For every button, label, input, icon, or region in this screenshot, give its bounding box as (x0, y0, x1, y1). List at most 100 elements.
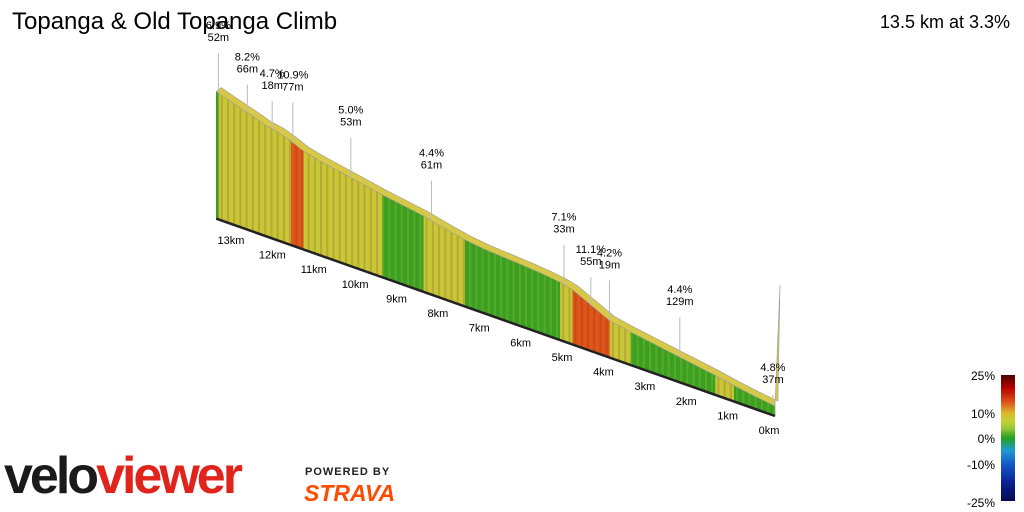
profile-strip (625, 328, 629, 365)
profile-strip (234, 103, 238, 227)
profile-strip (501, 256, 505, 321)
profile-strip (640, 336, 643, 370)
profile-strip (654, 343, 658, 375)
profile-strip (377, 191, 381, 277)
strava-logo: STRAVA (304, 480, 396, 506)
profile-strip (220, 93, 223, 222)
profile-strip (464, 239, 467, 308)
profile-strip (513, 261, 517, 326)
profile-strip (493, 252, 496, 318)
profile-strip (298, 146, 302, 250)
distance-tick-label: 8km (428, 308, 449, 320)
profile-strip (396, 201, 399, 284)
profile-strip (472, 243, 476, 311)
callout-gain: 66m (237, 64, 258, 76)
profile-strip (511, 260, 515, 325)
profile-strip (524, 265, 527, 329)
profile-strip (346, 174, 350, 266)
profile-strip (638, 335, 641, 369)
profile-strip (304, 151, 308, 252)
profile-strip (735, 386, 739, 404)
profile-strip (402, 204, 405, 286)
profile-strip (561, 282, 565, 342)
profile-strip (462, 237, 465, 307)
callout-gradient: 4.8% (760, 362, 785, 374)
distance-tick-label: 1km (717, 410, 738, 422)
profile-strip (507, 258, 511, 323)
profile-strip (656, 345, 660, 376)
profile-strip (261, 122, 265, 236)
profile-strip (447, 229, 451, 302)
profile-strip (323, 162, 327, 258)
callout-gradient: 6.9% (206, 20, 231, 32)
profile-strip (451, 232, 455, 304)
profile-strip (429, 218, 432, 296)
profile-strip (751, 394, 755, 410)
profile-strip (296, 145, 300, 249)
callout-gain: 33m (553, 224, 574, 236)
callout-gradient: 10.9% (277, 70, 308, 82)
profile-strip (547, 275, 550, 337)
profile-strip (354, 179, 358, 269)
profile-strip (739, 388, 743, 405)
profile-strip (667, 350, 670, 380)
profile-strip (282, 134, 285, 244)
page-title: Topanga & Old Topanga Climb (12, 8, 338, 35)
profile-strip (487, 249, 490, 316)
profile-strip (449, 230, 453, 303)
profile-strip (489, 250, 492, 317)
profile-strip (540, 272, 544, 335)
profile-strip (294, 143, 298, 248)
profile-strip (497, 254, 501, 320)
profile-strip (348, 176, 352, 267)
profile-strip (528, 267, 532, 331)
profile-strip (466, 240, 470, 309)
profile-strip (406, 206, 410, 288)
profile-strip (309, 154, 312, 253)
callout-gain: 19m (599, 259, 620, 271)
callout-gradient: 5.0% (338, 105, 363, 117)
profile-strip (665, 349, 668, 379)
profile-strip (441, 226, 445, 300)
profile-baseline-line (215, 217, 776, 418)
profile-strip (677, 355, 681, 383)
profile-strip (240, 107, 244, 229)
profile-strip (712, 373, 716, 396)
profile-strip (259, 120, 263, 236)
profile-strip (631, 332, 635, 367)
profile-strip (480, 247, 484, 314)
profile-strip (350, 177, 354, 268)
profile-strip (478, 246, 482, 313)
profile-strip (720, 378, 724, 399)
profile-strip (652, 342, 656, 375)
distance-tick-label: 12km (259, 250, 286, 262)
logo-velo: velo (4, 447, 99, 505)
profile-baseline (215, 217, 776, 418)
profile-strip (596, 309, 600, 355)
profile-strip (605, 316, 608, 358)
profile-strip (265, 125, 269, 238)
profile-strip (491, 251, 494, 318)
profile-strip (505, 257, 509, 323)
profile-strip (313, 156, 316, 255)
profile-strip (662, 348, 666, 378)
profile-strip (468, 241, 472, 310)
profile-strip (518, 262, 521, 327)
profile-strip (563, 284, 567, 343)
profile-strip (342, 172, 345, 265)
profile-strip (611, 321, 614, 360)
profile-strip (615, 323, 619, 361)
profile-strip (536, 271, 540, 334)
profile-strip (410, 208, 414, 289)
profile-strip (520, 263, 523, 328)
profile-strip (327, 164, 331, 260)
profile-strip (650, 341, 654, 374)
profile-strip (292, 141, 296, 247)
profile-strip (658, 346, 662, 377)
profile-strip (226, 98, 230, 224)
profile-strip (731, 383, 734, 402)
callout-gradient: 4.2% (597, 247, 622, 259)
callout-gradient: 11.1% (576, 244, 607, 256)
profile-strip (470, 242, 474, 310)
profile-strip (621, 326, 625, 364)
